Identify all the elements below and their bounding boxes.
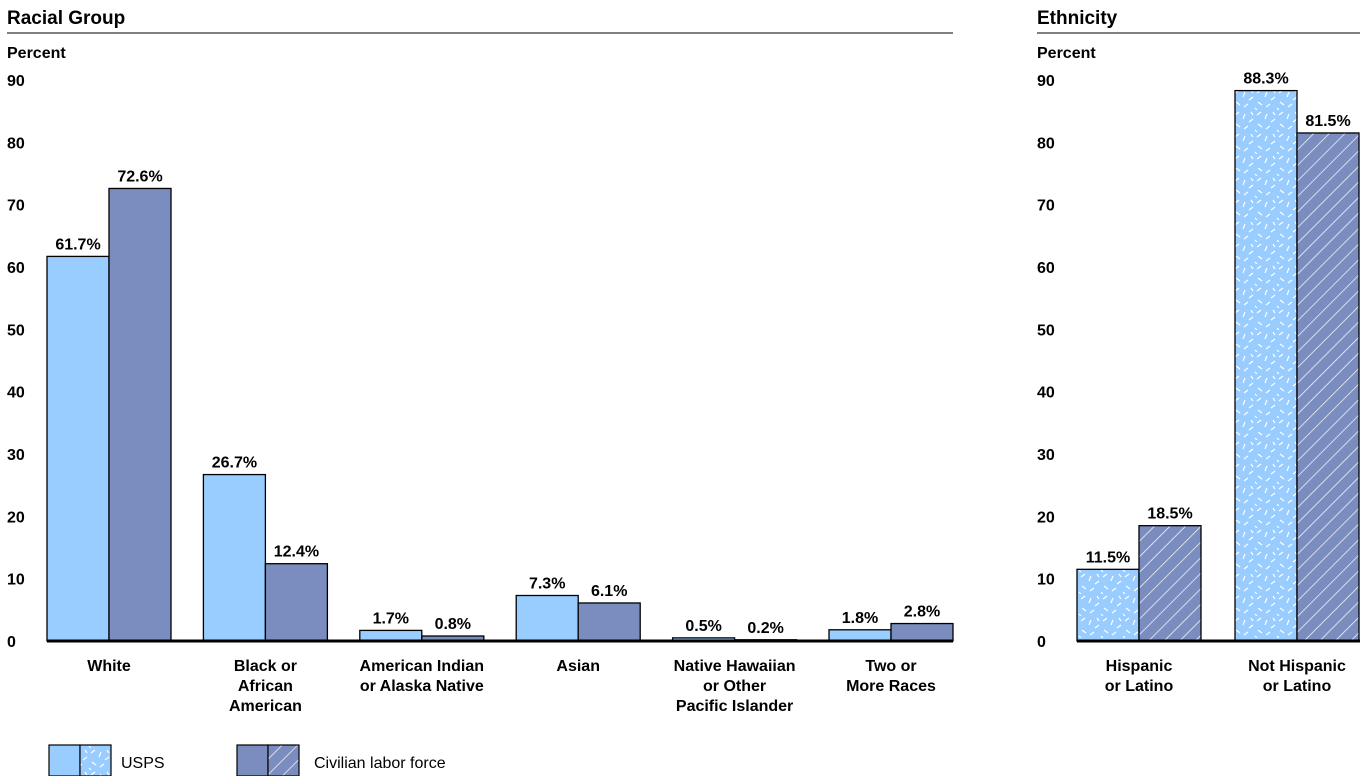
bar-labor-force bbox=[890, 622, 954, 642]
bar-usps bbox=[359, 629, 423, 642]
panel-title: Ethnicity bbox=[1037, 8, 1118, 29]
panel-title: Racial Group bbox=[7, 8, 125, 29]
data-label: 2.8% bbox=[904, 604, 940, 621]
category-label: Two or More Races bbox=[846, 658, 936, 695]
labor-force-legend-solid-swatch bbox=[236, 744, 269, 776]
data-label: 0.5% bbox=[685, 618, 721, 635]
y-tick-label: 70 bbox=[1037, 198, 1055, 215]
data-label: 88.3% bbox=[1243, 71, 1288, 88]
data-label: 72.6% bbox=[117, 168, 162, 185]
y-tick-label: 10 bbox=[1037, 572, 1055, 589]
y-tick-label: 30 bbox=[7, 447, 25, 464]
data-label: 61.7% bbox=[55, 236, 100, 253]
y-tick-label: 40 bbox=[7, 385, 25, 402]
data-label: 12.4% bbox=[274, 544, 319, 561]
y-tick-label: 40 bbox=[1037, 385, 1055, 402]
data-label: 26.7% bbox=[212, 455, 257, 472]
y-tick-label: 50 bbox=[1037, 322, 1055, 339]
data-label: 0.2% bbox=[747, 620, 783, 637]
legend-label-usps: USPS bbox=[121, 755, 165, 772]
y-tick-label: 20 bbox=[1037, 509, 1055, 526]
y-axis-label: Percent bbox=[7, 45, 66, 62]
labor-force-legend-patterned-swatch bbox=[267, 744, 300, 776]
category-label: Not Hispanic or Latino bbox=[1248, 658, 1346, 695]
y-tick-label: 70 bbox=[7, 198, 25, 215]
racial-group-panel: Racial Group Percent 0 10 20 30 40 50 60 70 80 90 61… bbox=[7, 8, 954, 715]
data-label: 11.5% bbox=[1086, 549, 1130, 566]
data-label: 18.5% bbox=[1147, 506, 1192, 523]
bar-usps bbox=[515, 594, 579, 642]
bar-labor-force bbox=[108, 187, 172, 642]
bar-labor-force bbox=[264, 563, 329, 642]
category-label: White bbox=[87, 658, 131, 675]
category-label: Black or African American bbox=[229, 658, 302, 715]
data-label: 1.8% bbox=[842, 610, 878, 627]
category-label: American Indian or Alaska Native bbox=[360, 658, 484, 695]
y-tick-label: 0 bbox=[1037, 634, 1046, 651]
y-tick-label: 0 bbox=[7, 634, 16, 651]
category-label: Asian bbox=[556, 658, 600, 675]
y-tick-label: 60 bbox=[7, 260, 25, 277]
ethnicity-panel: Ethnicity Percent 0 10 20 30 40 50 60 70 80 90 11.5%… bbox=[1037, 8, 1360, 695]
y-tick-label: 50 bbox=[7, 322, 25, 339]
bar-usps bbox=[1234, 89, 1298, 642]
data-label: 6.1% bbox=[591, 583, 627, 600]
bar-usps bbox=[1076, 568, 1140, 642]
y-tick-label: 80 bbox=[7, 135, 25, 152]
y-tick-label: 60 bbox=[1037, 260, 1055, 277]
y-tick-label: 90 bbox=[1037, 73, 1055, 90]
data-label: 7.3% bbox=[529, 575, 565, 592]
y-axis-label: Percent bbox=[1037, 45, 1096, 62]
bar-labor-force bbox=[577, 602, 641, 642]
bar-labor-force bbox=[1296, 132, 1360, 642]
bar-usps bbox=[46, 255, 110, 642]
usps-legend-solid-swatch bbox=[48, 744, 81, 776]
category-label: Native Hawaiian or Other Pacific Islander bbox=[674, 658, 796, 715]
y-tick-label: 10 bbox=[7, 572, 25, 589]
legend-label-labor-force: Civilian labor force bbox=[314, 755, 446, 772]
y-tick-label: 90 bbox=[7, 73, 25, 90]
data-label: 1.7% bbox=[373, 610, 409, 627]
data-label: 0.8% bbox=[435, 616, 471, 633]
bar-usps bbox=[828, 629, 892, 642]
y-tick-label: 80 bbox=[1037, 135, 1055, 152]
usps-legend-patterned-swatch bbox=[79, 744, 112, 776]
legend: USPS Civilian labor force bbox=[48, 744, 446, 776]
y-tick-label: 30 bbox=[1037, 447, 1055, 464]
y-tick-label: 20 bbox=[7, 509, 25, 526]
data-label: 81.5% bbox=[1305, 113, 1350, 130]
category-label: Hispanic or Latino bbox=[1105, 658, 1174, 695]
bar-labor-force bbox=[1138, 525, 1202, 642]
bar-usps bbox=[202, 473, 267, 642]
